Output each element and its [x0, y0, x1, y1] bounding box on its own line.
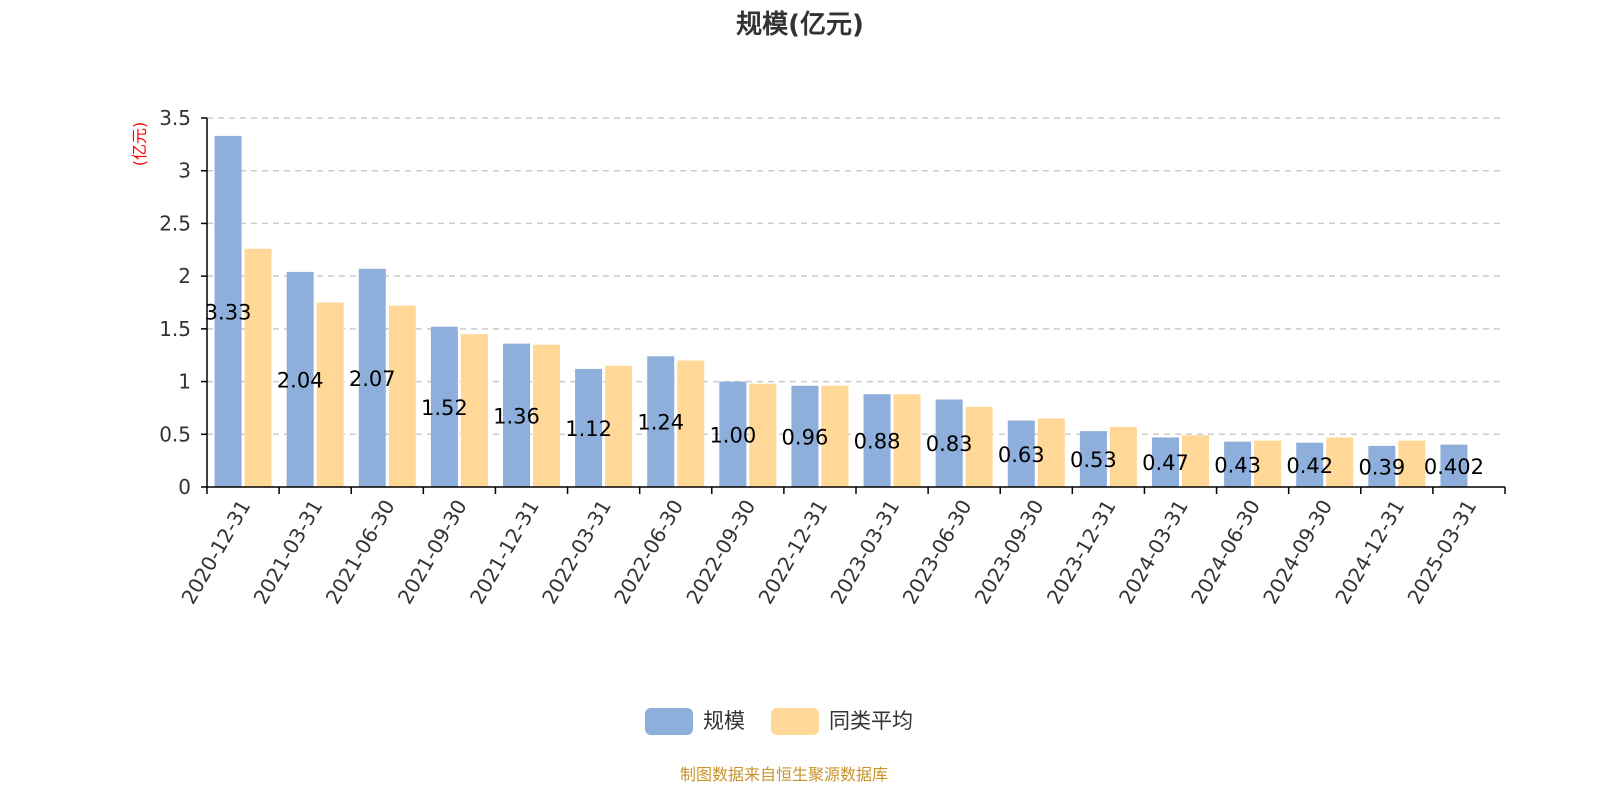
legend-label-series-1[interactable]: 规模: [703, 709, 745, 733]
y-tick-label: 2: [178, 264, 191, 288]
bar-value-label: 2.04: [277, 368, 324, 392]
y-tick-label: 3: [178, 159, 191, 183]
bar-series-2[interactable]: [1398, 440, 1426, 487]
bar-series-2[interactable]: [749, 383, 777, 487]
bar-series-2[interactable]: [1182, 435, 1209, 487]
bar-series-1[interactable]: [647, 356, 675, 487]
bar-value-label: 0.83: [926, 432, 973, 456]
x-tick-label: 2023-06-30: [898, 496, 977, 609]
bar-series-1[interactable]: [503, 343, 530, 487]
bar-series-1[interactable]: [430, 326, 458, 487]
y-tick-label: 2.5: [159, 211, 191, 235]
bar-series-1[interactable]: [1368, 445, 1396, 487]
bar-series-2[interactable]: [460, 334, 488, 487]
x-tick-label: 2023-09-30: [970, 496, 1049, 609]
bar-value-label: 1.12: [565, 417, 612, 441]
bar-series-2[interactable]: [605, 365, 633, 487]
bar-series-2[interactable]: [821, 385, 849, 487]
bar-value-label: 1.24: [637, 411, 684, 435]
bar-value-label: 0.47: [1142, 451, 1189, 475]
bar-series-2[interactable]: [533, 344, 560, 487]
bar-value-label: 0.63: [998, 443, 1045, 467]
legend-swatch-series-2[interactable]: [771, 708, 819, 735]
bar-series-2[interactable]: [677, 360, 705, 487]
legend-label-series-2[interactable]: 同类平均: [829, 709, 913, 733]
bar-series-1[interactable]: [863, 394, 891, 487]
bar-series-1[interactable]: [1152, 437, 1179, 487]
bar-series-2[interactable]: [1109, 426, 1137, 487]
chart-title: 规模(亿元): [736, 10, 864, 40]
x-tick-label: 2021-09-30: [393, 496, 472, 609]
bar-series-1[interactable]: [1007, 420, 1035, 487]
y-tick-label: 3.5: [159, 106, 191, 130]
bar-series-2[interactable]: [1254, 440, 1282, 487]
bars: [214, 135, 1468, 488]
x-tick-label: 2022-09-30: [681, 496, 760, 609]
x-tick-label: 2024-03-31: [1114, 496, 1193, 609]
bar-series-1[interactable]: [935, 399, 963, 487]
y-axis-ticks: 0 0.5 1 1.5 2 2.5 3 3.5: [159, 106, 207, 499]
bar-value-label: 0.42: [1286, 454, 1333, 478]
data-labels: 3.33 2.04 2.07 1.52 1.36 1.12 1.24 1.00 0.96 0.88…: [205, 300, 1484, 479]
bar-series-2[interactable]: [244, 248, 272, 487]
bar-series-2[interactable]: [1326, 437, 1354, 487]
legend: 规模 同类平均: [645, 708, 913, 735]
y-tick-label: 1: [178, 370, 191, 394]
bar-series-1[interactable]: [719, 381, 747, 487]
x-tick-label: 2024-09-30: [1258, 496, 1337, 609]
y-axis-unit: (亿元): [130, 122, 149, 167]
x-tick-label: 2022-03-31: [537, 496, 616, 609]
bar-value-label: 0.39: [1358, 455, 1405, 479]
data-source-footer: 制图数据来自恒生聚源数据库: [680, 765, 888, 784]
bar-series-1[interactable]: [1440, 444, 1468, 487]
bar-value-label: 0.96: [782, 425, 829, 449]
x-tick-label: 2023-03-31: [825, 496, 904, 609]
bar-series-1[interactable]: [1224, 441, 1252, 487]
bar-value-label: 0.402: [1424, 455, 1484, 479]
bar-value-label: 1.00: [709, 423, 756, 447]
bar-series-1[interactable]: [358, 268, 386, 487]
y-tick-label: 0.5: [159, 422, 191, 446]
bar-value-label: 1.36: [493, 404, 540, 428]
bar-series-2[interactable]: [965, 406, 993, 487]
x-tick-label: 2022-12-31: [753, 496, 832, 609]
bar-series-1[interactable]: [791, 385, 819, 487]
bar-series-1[interactable]: [214, 135, 242, 487]
bar-series-1[interactable]: [1079, 431, 1107, 487]
x-tick-label: 2024-06-30: [1186, 496, 1265, 609]
x-tick-label: 2021-03-31: [249, 496, 328, 609]
x-axis-ticks: 2020-12-312021-03-312021-06-302021-09-30…: [176, 487, 1506, 609]
x-tick-label: 2025-03-31: [1402, 496, 1481, 609]
bar-value-label: 0.43: [1214, 453, 1261, 477]
bar-value-label: 2.07: [349, 367, 396, 391]
y-tick-label: 1.5: [159, 317, 191, 341]
bar-series-1[interactable]: [286, 271, 314, 487]
x-tick-label: 2022-06-30: [609, 496, 688, 609]
bar-series-2[interactable]: [316, 302, 344, 488]
bar-series-1[interactable]: [1296, 442, 1324, 487]
x-tick-label: 2023-12-31: [1042, 496, 1121, 609]
bar-series-1[interactable]: [575, 368, 603, 487]
bar-value-label: 0.88: [854, 430, 901, 454]
bar-value-label: 0.53: [1070, 448, 1117, 472]
bar-series-2[interactable]: [893, 394, 921, 487]
bar-series-2[interactable]: [1037, 418, 1065, 487]
x-tick-label: 2020-12-31: [176, 496, 255, 609]
x-tick-label: 2021-12-31: [465, 496, 544, 609]
x-tick-label: 2021-06-30: [321, 496, 400, 609]
legend-swatch-series-1[interactable]: [645, 708, 693, 735]
bar-value-label: 3.33: [205, 300, 252, 324]
y-tick-label: 0: [178, 475, 191, 499]
x-tick-label: 2024-12-31: [1330, 496, 1409, 609]
bar-value-label: 1.52: [421, 396, 468, 420]
bar-series-2[interactable]: [388, 305, 416, 487]
